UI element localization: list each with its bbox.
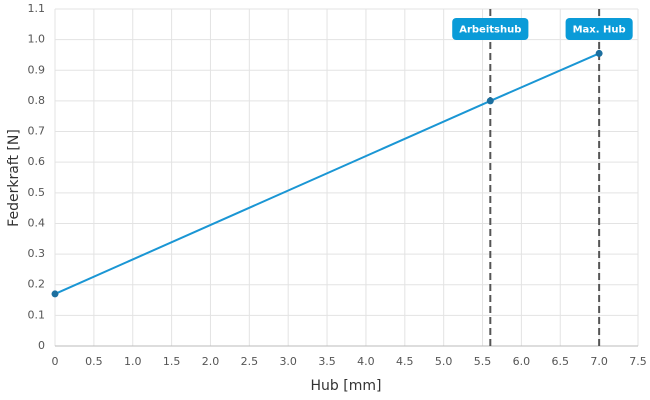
x-axis-title: Hub [mm]	[311, 378, 382, 394]
x-tick-label: 2.0	[202, 355, 220, 368]
y-tick-label: 0.2	[28, 278, 46, 291]
x-tick-label: 6.5	[552, 355, 570, 368]
y-tick-label: 1.1	[28, 2, 46, 15]
x-tick-label: 5.5	[474, 355, 492, 368]
x-tick-label: 6.0	[513, 355, 531, 368]
annotation-label: Max. Hub	[573, 25, 626, 36]
y-tick-label: 0	[38, 339, 45, 352]
y-tick-label: 0.1	[28, 308, 46, 321]
x-tick-label: 7.5	[629, 355, 647, 368]
x-tick-label: 4.0	[357, 355, 375, 368]
x-tick-label: 0	[52, 355, 59, 368]
annotation-box	[565, 18, 633, 40]
x-tick-label: 3.5	[318, 355, 336, 368]
y-axis-title: Federkraft [N]	[6, 129, 22, 227]
y-tick-label: 0.5	[28, 186, 46, 199]
annotation-badge: Max. Hub	[565, 18, 633, 40]
y-tick-label: 0.3	[28, 247, 46, 260]
x-tick-label: 0.5	[85, 355, 103, 368]
point	[486, 97, 494, 105]
y-tick-label: 0.8	[28, 94, 46, 107]
x-tick-label: 1.0	[124, 355, 142, 368]
y-tick-label: 0.9	[28, 63, 46, 76]
annotation-badge: Arbeitshub	[452, 18, 529, 40]
point	[595, 49, 603, 57]
y-tick-label: 0.6	[28, 155, 46, 168]
x-tick-label: 7.0	[590, 355, 608, 368]
point	[51, 290, 59, 298]
annotation-box	[452, 18, 529, 40]
annotation-label: Arbeitshub	[459, 25, 521, 36]
y-tick-label: 0.7	[28, 125, 46, 138]
y-tick-label: 0.4	[28, 216, 46, 229]
x-tick-label: 5.0	[435, 355, 453, 368]
x-tick-label: 4.5	[396, 355, 414, 368]
x-tick-label: 2.5	[241, 355, 259, 368]
x-tick-label: 3.0	[279, 355, 297, 368]
x-tick-label: 1.5	[163, 355, 181, 368]
y-tick-label: 1.0	[28, 33, 46, 46]
